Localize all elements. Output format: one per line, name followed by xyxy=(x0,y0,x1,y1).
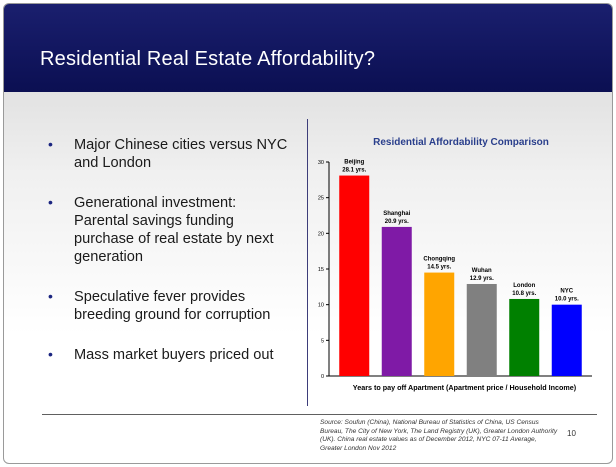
y-tick-label: 10 xyxy=(318,303,324,309)
slide: Residential Real Estate Affordability? •… xyxy=(3,3,613,464)
bullet-text: Major Chinese cities versus NYC and Lond… xyxy=(74,137,288,171)
page-number: 10 xyxy=(567,429,576,438)
bar-value-label: 10.0 yrs. xyxy=(555,297,579,303)
bullet-item: • Major Chinese cities versus NYC and Lon… xyxy=(44,136,294,172)
bar-value-label: 10.8 yrs. xyxy=(512,291,536,297)
bar-category-label: Chongqing xyxy=(423,257,455,263)
y-tick-label: 15 xyxy=(318,267,324,273)
chart-title: Residential Affordability Comparison xyxy=(373,137,549,148)
bar-beijing xyxy=(339,175,370,376)
bullet-icon: • xyxy=(48,136,53,152)
bar-category-label: Beijing xyxy=(344,160,364,166)
bullet-text: Generational investment: Parental saving… xyxy=(74,195,274,265)
title-bar: Residential Real Estate Affordability? xyxy=(4,4,612,92)
bar-category-label: Wuhan xyxy=(472,268,492,274)
bar-category-label: London xyxy=(513,283,535,289)
footer-divider xyxy=(42,414,597,415)
bullet-text: Mass market buyers priced out xyxy=(74,347,274,363)
y-tick-label: 30 xyxy=(318,160,324,166)
bar-value-label: 12.9 yrs. xyxy=(470,276,494,282)
bullet-item: • Speculative fever provides breeding gro… xyxy=(44,288,294,324)
x-axis-title: Years to pay off Apartment (Apartment pr… xyxy=(353,383,577,392)
bar-nyc xyxy=(551,304,582,376)
bar-value-label: 20.9 yrs. xyxy=(385,219,409,225)
bar-shanghai xyxy=(381,226,412,376)
y-tick-label: 5 xyxy=(321,338,324,344)
bullet-icon: • xyxy=(48,194,53,210)
bar-london xyxy=(509,298,540,376)
bar-category-label: Shanghai xyxy=(383,211,410,217)
slide-title: Residential Real Estate Affordability? xyxy=(40,48,376,70)
bullet-item: • Mass market buyers priced out xyxy=(44,346,294,364)
bar-category-label: NYC xyxy=(560,289,573,295)
bar-chongqing xyxy=(424,272,455,376)
bar-wuhan xyxy=(466,283,497,376)
y-tick-label: 0 xyxy=(321,374,324,380)
y-tick-label: 20 xyxy=(318,231,324,237)
bullet-text: Speculative fever provides breeding grou… xyxy=(74,289,271,323)
bullet-list: • Major Chinese cities versus NYC and Lon… xyxy=(44,136,294,386)
y-tick-label: 25 xyxy=(318,196,324,202)
bar-value-label: 14.5 yrs. xyxy=(427,265,451,271)
divider-line xyxy=(307,119,308,406)
source-note: Source: Soufun (China), National Bureau … xyxy=(320,419,558,452)
bar-value-label: 28.1 yrs. xyxy=(342,168,366,174)
bar-chart: 0 5 10 15 20 25 30 Beijing 28.1 yrs. Shanghai 20.9… xyxy=(318,160,592,392)
bullet-icon: • xyxy=(48,346,53,362)
bullet-icon: • xyxy=(48,288,53,304)
bullet-item: • Generational investment: Parental savin… xyxy=(44,194,294,266)
